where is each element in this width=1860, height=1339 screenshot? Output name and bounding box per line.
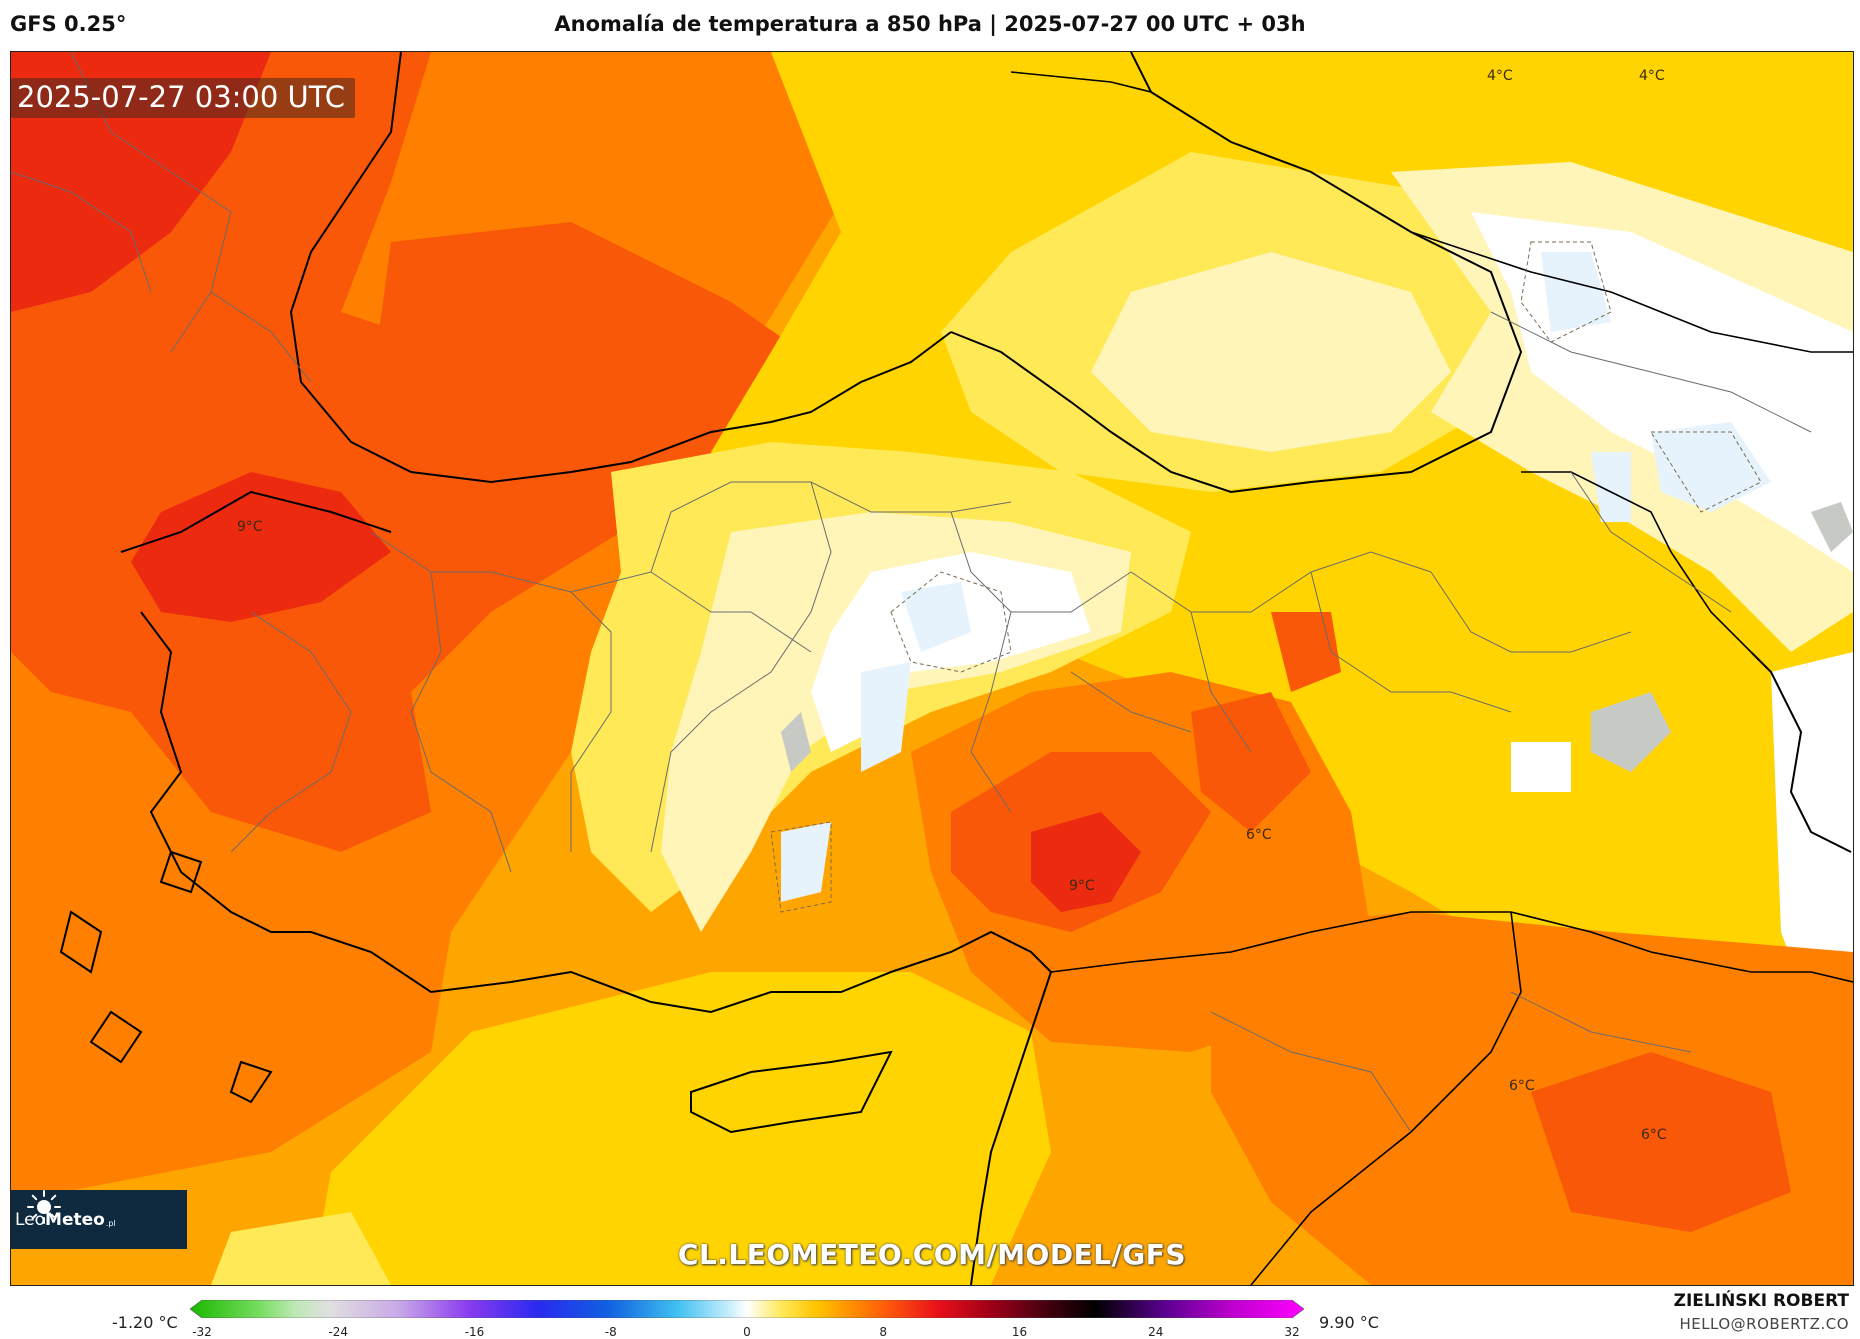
colorbar-tick-label: 16 (1011, 1325, 1028, 1339)
colorbar-tick-label: -8 (604, 1325, 617, 1339)
anomaly-band-yellow-mediterranean (311, 972, 1051, 1285)
colorbar-tick-label: 24 (1148, 1325, 1164, 1339)
coastlines (59, 52, 1852, 1285)
anomaly-band-red-orange-iraq (1531, 1052, 1791, 1232)
isotherm-label: 9°C (1069, 878, 1095, 894)
anomaly-band-black-sea (371, 222, 831, 482)
isotherm-label: 6°C (1246, 827, 1272, 843)
colorbar-tick-label: -24 (328, 1325, 349, 1339)
author-name: ZIELIŃSKI ROBERT (1673, 1291, 1849, 1311)
colorbar-tick-label: 32 (1284, 1325, 1300, 1339)
isotherm-label: 9°C (237, 519, 263, 535)
isotherm-label: 4°C (1487, 68, 1513, 84)
anomaly-band-white-east-patch (1511, 742, 1571, 792)
anomaly-band-red-orange-tigris (1191, 692, 1311, 832)
leometeo-logo[interactable]: LeoMeteo .pl (11, 1190, 187, 1249)
anomaly-band-pale-blue-anatolia-3 (781, 822, 831, 902)
colorbar-tick-label: -32 (192, 1325, 212, 1339)
model-label: GFS 0.25° (10, 12, 127, 36)
isotherm-label: 6°C (1641, 1127, 1667, 1143)
anomaly-band-light-yellow-mediterranean (211, 1212, 391, 1285)
sun-icon (27, 1190, 61, 1224)
anomaly-band-pale-yellow-black-sea (1091, 252, 1451, 452)
temperature-anomaly-map[interactable]: 2025-07-27 03:00 UTC 4°C 4°C 9°C 6°C 9°C… (10, 51, 1854, 1286)
admin-borders (11, 52, 1812, 1133)
anomaly-band-pale-blue-caucasus-1 (1541, 252, 1611, 332)
colorbar-tick-label: 8 (879, 1325, 888, 1339)
logo-wordmark: LeoMeteo (15, 1210, 105, 1230)
anomaly-band-pale-blue-anatolia-1 (901, 582, 971, 652)
anomaly-band-pale-blue-anatolia-2 (861, 662, 911, 772)
logo-tld: .pl (105, 1219, 116, 1228)
isotherm-label: 4°C (1639, 68, 1665, 84)
anomaly-band-pale-blue-caucasus-3 (1591, 452, 1631, 522)
map-canvas (11, 52, 1853, 1285)
colorbar (190, 1300, 1304, 1318)
source-url-watermark: CL.LEOMETEO.COM/MODEL/GFS (677, 1238, 1187, 1271)
colorbar-fill (190, 1300, 1304, 1318)
lake-sevan (1811, 502, 1853, 552)
anomaly-band-deep-red-se-turkey (1031, 812, 1141, 912)
logo-name-bold: Meteo (45, 1209, 105, 1230)
colorbar-tick-label: -16 (464, 1325, 485, 1339)
anomaly-band-pale-blue-caucasus-2 (1651, 422, 1771, 512)
isotherm-label: 6°C (1509, 1078, 1535, 1094)
colorbar-max-label: 9.90 °C (1319, 1313, 1379, 1332)
lake-tuz (781, 712, 811, 772)
anomaly-band-deep-red-marmara (131, 472, 391, 622)
lake-van (1591, 692, 1671, 772)
map-title: Anomalía de temperatura a 850 hPa | 2025… (554, 12, 1306, 36)
anomaly-band-white-east-margin (1771, 652, 1853, 1032)
anomaly-band-red-orange (11, 52, 711, 852)
colorbar-tick-label: 0 (743, 1325, 751, 1339)
isotherm-contours (770, 241, 1762, 913)
author-email[interactable]: HELLO@ROBERTZ.CO (1679, 1315, 1849, 1333)
logo-name-light: Leo (15, 1209, 46, 1230)
anomaly-band-red-orange-north-patch (1271, 612, 1341, 692)
colorbar-min-label: -1.20 °C (112, 1313, 178, 1332)
valid-time-badge: 2025-07-27 03:00 UTC (11, 78, 356, 118)
